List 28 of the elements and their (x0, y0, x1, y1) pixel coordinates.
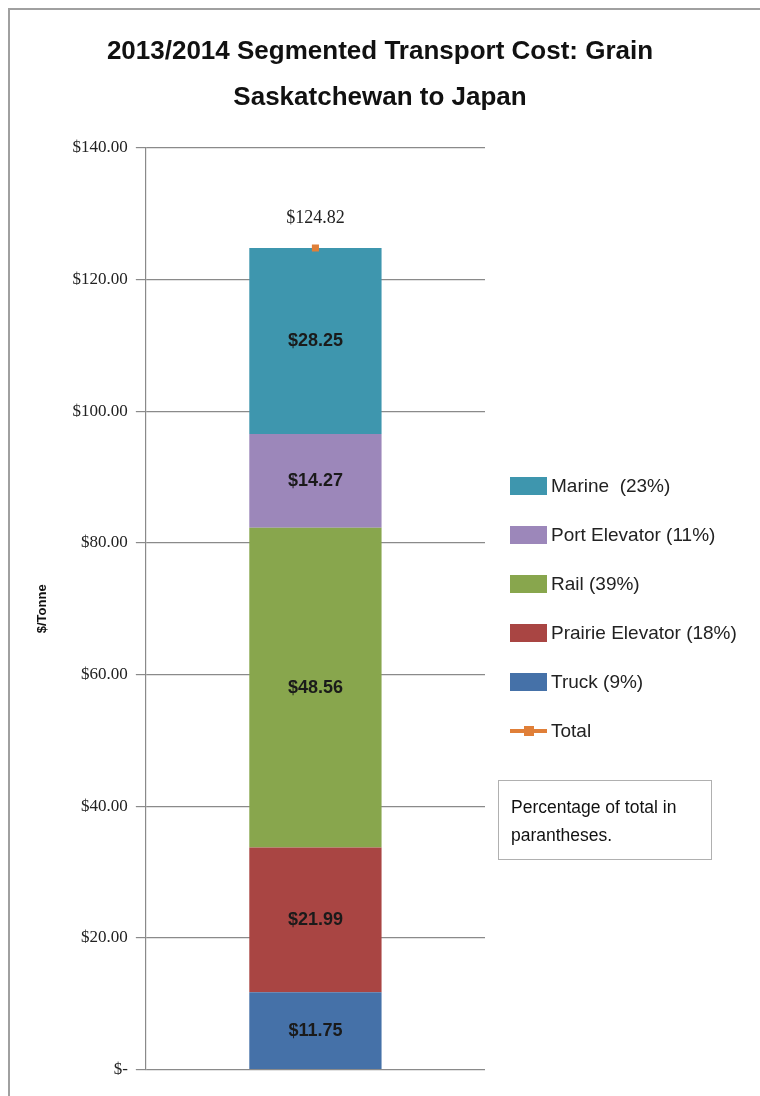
bar (249, 527, 382, 848)
data-label: $124.82 (286, 206, 345, 227)
y-tick-label: $100.00 (72, 400, 128, 420)
y-tick-label: $20.00 (81, 927, 128, 947)
chart-title: 2013/2014 Segmented Transport Cost: Grain Saskatchewan to Japan (105, 34, 655, 113)
legend-label: Truck (9%) (551, 671, 644, 694)
y-tick-label: $140.00 (72, 137, 128, 157)
bar (249, 847, 382, 993)
y-axis-title: $/Tonne (34, 584, 50, 634)
legend-label: Total (551, 720, 592, 743)
y-tick-label: $60.00 (81, 664, 128, 684)
y-tick-label: $- (113, 1059, 129, 1079)
legend-label: Port Elevator (11%) (551, 524, 716, 547)
text: Percentage of total in parantheses. (498, 780, 712, 860)
data-label: $21.99 (287, 908, 343, 929)
bar (249, 247, 382, 434)
y-tick-label: $120.00 (72, 269, 128, 289)
data-label: $11.75 (288, 1019, 343, 1040)
data-label: $14.27 (287, 469, 343, 490)
bar (249, 433, 382, 528)
y-tick-label: $80.00 (81, 532, 128, 552)
bar (249, 992, 382, 1069)
data-label: $48.56 (287, 676, 343, 697)
legend-label: Marine (23%) (551, 475, 671, 498)
legend-label: Rail (39%) (551, 573, 640, 596)
y-tick-label: $40.00 (81, 795, 128, 815)
data-label: $28.25 (287, 329, 343, 350)
legend-label: Prairie Elevator (18%) (551, 622, 737, 645)
